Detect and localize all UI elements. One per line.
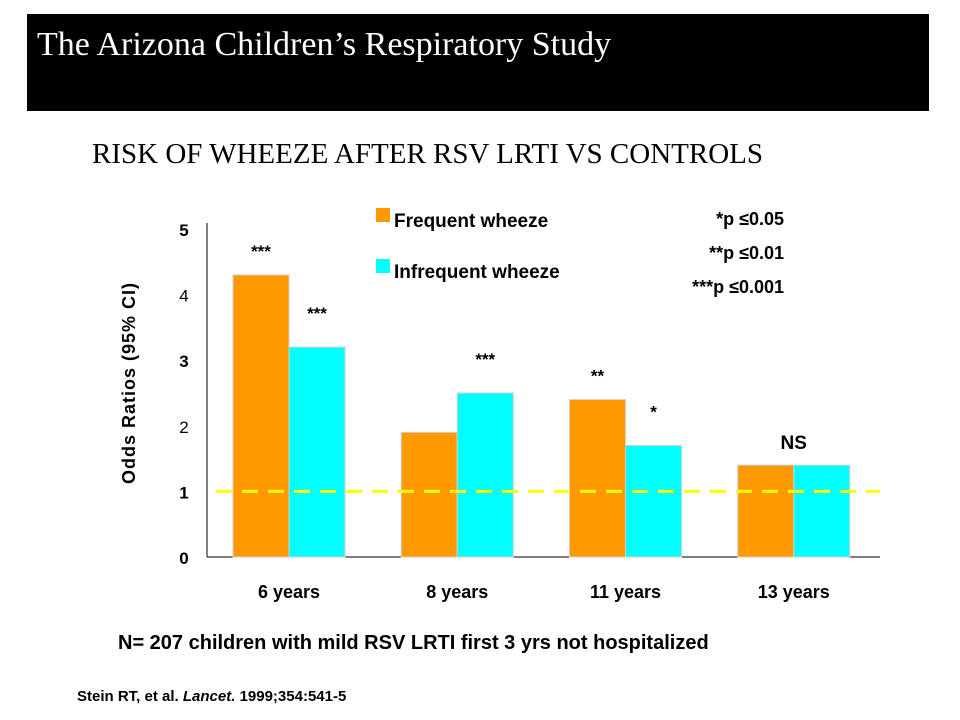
legend-swatch xyxy=(376,208,390,222)
significance-label: * xyxy=(650,402,657,421)
citation-journal: Lancet. xyxy=(182,688,236,705)
citation: Stein RT, et al. Lancet. 1999;354:541-5 xyxy=(77,688,346,705)
y-tick-label: 5 xyxy=(179,221,188,240)
sample-footnote: N= 207 children with mild RSV LRTI first… xyxy=(118,632,709,654)
x-category-label: 13 years xyxy=(758,582,830,602)
title-bar: The Arizona Children’s Respiratory Study xyxy=(27,14,929,111)
p-value-legend-item: *p ≤0.05 xyxy=(716,209,784,229)
y-tick-label: 3 xyxy=(179,352,188,371)
bar-frequent xyxy=(232,274,290,558)
y-axis-label: Odds Ratios (95% CI) xyxy=(119,282,139,484)
bar-infrequent xyxy=(793,464,851,558)
bar-infrequent xyxy=(288,346,346,558)
chart-subtitle: RISK OF WHEEZE AFTER RSV LRTI VS CONTROL… xyxy=(92,138,763,170)
citation-reference: 1999;354:541-5 xyxy=(239,688,347,705)
legend-swatch xyxy=(376,259,390,273)
y-tick-label: 0 xyxy=(179,549,188,568)
y-tick-label: 2 xyxy=(179,418,188,437)
x-category-label: 6 years xyxy=(258,582,320,602)
p-value-legend-item: ***p ≤0.001 xyxy=(692,277,784,297)
significance-label: *** xyxy=(307,304,327,323)
bar-frequent xyxy=(569,399,626,558)
slide-title: The Arizona Children’s Respiratory Study xyxy=(37,26,612,63)
p-value-legend-item: **p ≤0.01 xyxy=(709,243,784,263)
x-category-label: 11 years xyxy=(590,582,661,602)
bar-frequent xyxy=(737,464,795,558)
bar-infrequent xyxy=(625,444,682,558)
legend-label: Frequent wheeze xyxy=(394,211,548,232)
bar-frequent xyxy=(400,431,458,558)
y-tick-label: 1 xyxy=(179,483,188,502)
significance-label: *** xyxy=(251,242,271,261)
significance-label: *** xyxy=(475,350,495,369)
citation-authors: Stein RT, et al. xyxy=(77,688,179,705)
group-label-ns: NS xyxy=(781,433,807,454)
significance-label: ** xyxy=(591,367,605,386)
bar-infrequent xyxy=(456,392,514,558)
x-category-label: 8 years xyxy=(426,582,488,602)
y-tick-label: 4 xyxy=(179,287,188,306)
legend-label: Infrequent wheeze xyxy=(394,262,560,283)
